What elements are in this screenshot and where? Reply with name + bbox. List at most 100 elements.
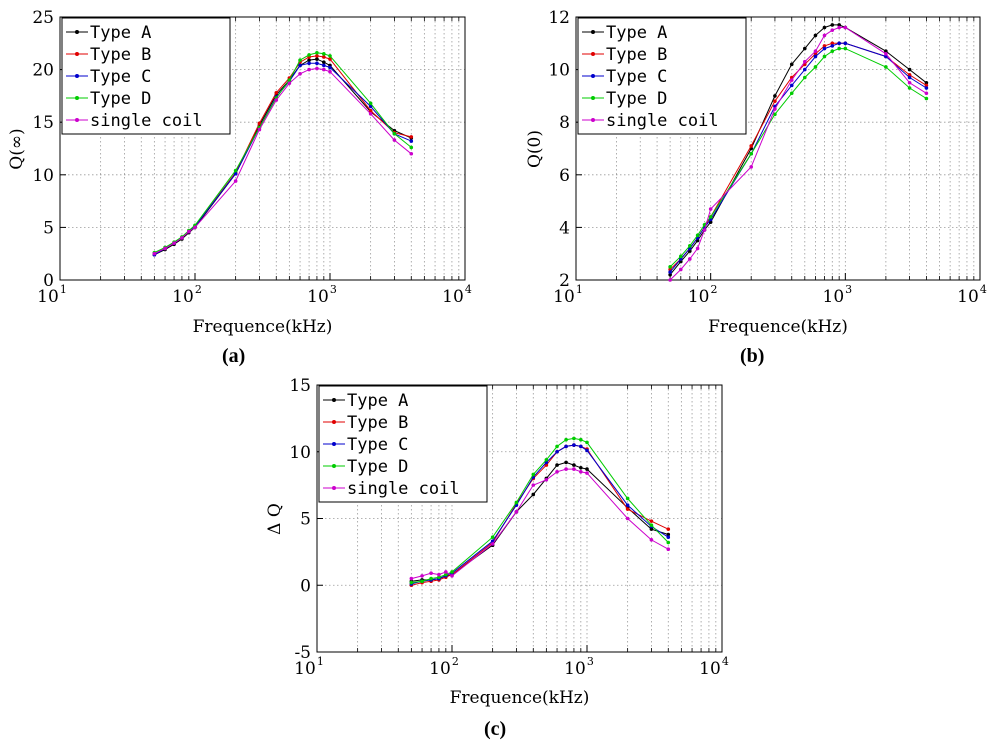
data-point — [315, 57, 319, 61]
series-line — [669, 42, 927, 273]
data-point — [392, 138, 397, 142]
chart-panel-b: 101 102 103 10424681012Frequence(kHz)Q(0)Ty… — [525, 8, 987, 337]
legend-swatch-marker — [75, 96, 79, 100]
x-tick-label: 103 — [564, 655, 594, 679]
data-point — [531, 492, 536, 497]
data-point — [649, 527, 654, 531]
legend-label: Type B — [347, 413, 408, 433]
data-point — [514, 510, 519, 514]
data-point — [257, 121, 262, 126]
data-point — [802, 67, 807, 72]
x-tick-label: 102 — [429, 655, 459, 679]
x-tick-exponent: 1 — [576, 283, 583, 296]
series-type-d — [668, 46, 929, 269]
y-axis-label: Δ Q — [265, 503, 285, 535]
data-point — [907, 67, 912, 72]
data-point — [773, 94, 777, 98]
data-point — [409, 145, 414, 150]
data-point — [544, 477, 549, 482]
x-axis-label: Frequence(kHz) — [193, 317, 333, 337]
data-point — [274, 98, 279, 102]
y-tick-label: 10 — [548, 61, 570, 81]
data-point — [490, 535, 495, 539]
data-point — [830, 44, 835, 48]
data-point — [907, 86, 912, 90]
legend-swatch-marker — [332, 486, 336, 490]
data-point — [822, 46, 827, 51]
data-point — [708, 215, 713, 219]
caption-a: (a) — [222, 345, 246, 367]
data-point — [924, 96, 929, 101]
x-tick-exponent: 2 — [710, 283, 717, 296]
legend-label: Type C — [90, 67, 151, 87]
data-point — [572, 436, 576, 441]
legend-label: Type C — [347, 435, 408, 455]
legend-label: Type B — [90, 45, 151, 65]
x-tick-label: 103 — [823, 283, 853, 307]
y-tick-label: 5 — [300, 510, 311, 530]
y-tick-label: 2 — [559, 271, 570, 291]
data-point — [233, 168, 238, 173]
legend-swatch-marker — [591, 74, 595, 78]
data-point — [789, 62, 794, 67]
data-point — [668, 278, 672, 282]
data-point — [572, 443, 576, 447]
data-point — [702, 228, 707, 232]
data-point — [695, 246, 700, 251]
data-point — [307, 67, 311, 72]
legend-box — [318, 385, 488, 503]
legend-label: Type C — [606, 67, 667, 87]
legend-box — [577, 17, 747, 135]
y-tick-label: 0 — [43, 271, 54, 291]
y-tick-label: 12 — [548, 8, 570, 28]
data-point — [579, 444, 583, 449]
data-point — [315, 54, 319, 58]
data-point — [409, 135, 414, 139]
legend-label: single coil — [606, 111, 719, 131]
x-tick-label: 104 — [442, 283, 472, 307]
data-point — [907, 73, 912, 77]
data-point — [564, 444, 568, 449]
x-tick-exponent: 1 — [60, 283, 67, 296]
legend-label: Type A — [347, 391, 408, 411]
data-point — [708, 207, 713, 211]
data-point — [322, 67, 326, 72]
data-point — [884, 65, 888, 69]
data-point — [298, 63, 302, 68]
data-point — [322, 63, 326, 68]
y-axis-label: Q(0) — [525, 130, 545, 168]
data-point — [625, 496, 630, 501]
legend-swatch-marker — [75, 118, 79, 122]
data-point — [152, 251, 157, 256]
legend-swatch-marker — [332, 442, 336, 446]
data-point — [444, 570, 448, 574]
data-point — [678, 267, 683, 272]
legend-swatch-marker — [75, 74, 79, 78]
legend-label: Type B — [606, 45, 667, 65]
data-point — [813, 52, 818, 56]
data-point — [749, 151, 754, 156]
data-point — [789, 78, 794, 82]
data-point — [837, 25, 841, 30]
data-point — [884, 52, 888, 56]
data-point — [307, 58, 311, 62]
data-point — [625, 507, 630, 511]
data-point — [409, 139, 414, 143]
y-tick-label: 6 — [559, 166, 570, 186]
data-point — [688, 257, 692, 261]
data-point — [822, 44, 827, 48]
data-point — [315, 66, 319, 71]
legend-swatch-marker — [591, 96, 595, 100]
data-point — [172, 241, 176, 245]
caption-b: (b) — [740, 345, 765, 367]
data-point — [789, 91, 794, 96]
legend-swatch-marker — [591, 30, 595, 34]
data-point — [437, 572, 441, 577]
y-tick-label: 0 — [300, 576, 311, 596]
data-point — [585, 440, 589, 445]
chart-panel-a: 101 102 103 1040510152025Frequence(kHz)Q(∞)… — [7, 8, 472, 337]
legend-label: single coil — [347, 479, 460, 499]
data-point — [274, 90, 279, 95]
